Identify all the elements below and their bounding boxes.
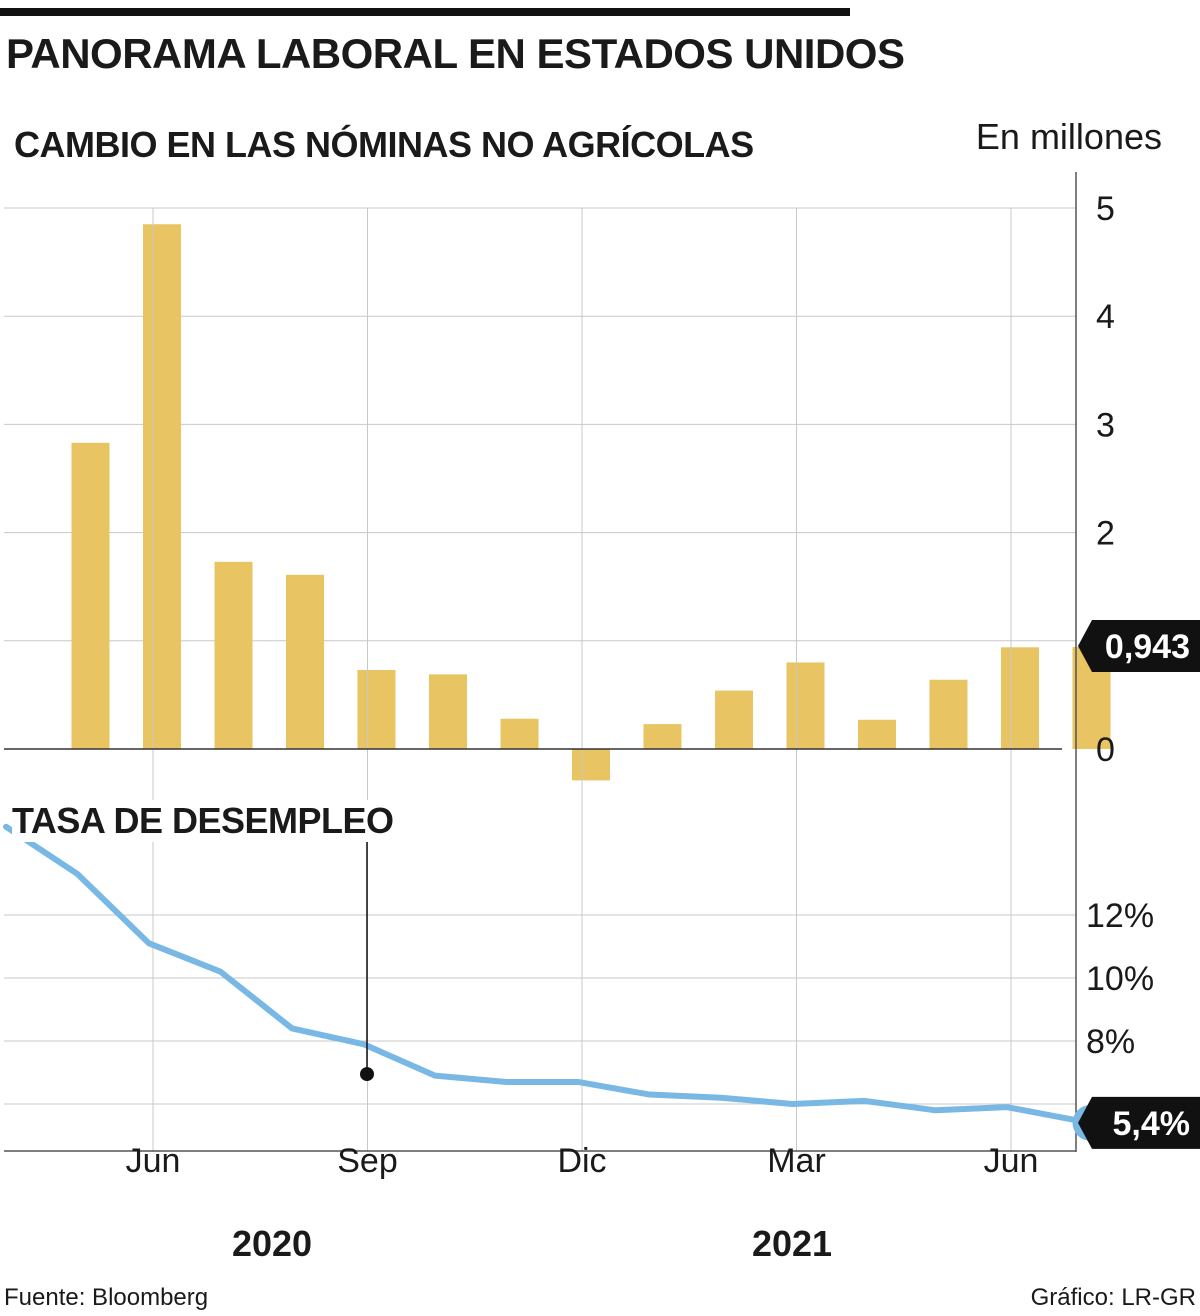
- credit-note: Gráfico: LR-GR: [1030, 1284, 1196, 1311]
- x-tick-label: Jun: [984, 1142, 1039, 1180]
- bar-y-tick-label: 5: [1096, 190, 1115, 228]
- unemployment-line: [3, 823, 1094, 1126]
- line-y-tick-label: 8%: [1086, 1023, 1135, 1061]
- year-label: 2020: [232, 1223, 312, 1264]
- x-tick-label: Sep: [337, 1142, 398, 1180]
- line-chart-title: TASA DE DESEMPLEO: [12, 800, 396, 842]
- bar-chart-unit: En millones: [975, 116, 1162, 157]
- annotation-dot: [360, 1067, 374, 1082]
- x-tick-label: Jun: [126, 1142, 181, 1180]
- payrolls-callout-tag: [1078, 619, 1200, 672]
- unemployment-callout-label: 5,4%: [1113, 1105, 1191, 1143]
- bar: [286, 574, 324, 749]
- bar-chart-title: CAMBIO EN LAS NÓMINAS NO AGRÍCOLAS: [14, 124, 754, 165]
- bar-y-tick-label: 3: [1096, 406, 1115, 444]
- bar: [715, 690, 753, 749]
- unemployment-callout-tag: [1078, 1096, 1200, 1149]
- bar: [500, 718, 539, 749]
- year-label: 2021: [752, 1223, 832, 1264]
- x-tick-labels: Jun Sep Dic Mar Jun 2020 2021: [126, 1142, 1039, 1264]
- title-rule: [0, 8, 850, 16]
- bar-chart-grid: [4, 207, 1076, 642]
- bar: [214, 561, 253, 749]
- bar-y-tick-label: 2: [1096, 515, 1115, 553]
- callouts: 0,943 5,4%: [1078, 619, 1200, 1149]
- line-series: [3, 823, 1109, 1141]
- bar: [71, 442, 110, 749]
- bar: [429, 674, 467, 749]
- page-title: PANORAMA LABORAL EN ESTADOS UNIDOS: [6, 30, 905, 77]
- bar: [143, 224, 181, 750]
- bar: [572, 749, 610, 781]
- bar: [357, 670, 396, 749]
- bar-y-tick-label: 0: [1096, 731, 1115, 769]
- line-y-tick-label: 12%: [1086, 897, 1154, 935]
- bar: [643, 724, 682, 749]
- x-tick-label: Mar: [767, 1142, 826, 1180]
- y-tick-labels: 0 2 3 4 5 8% 10% 12%: [1086, 190, 1154, 1061]
- x-gridlines: [152, 208, 1012, 1152]
- line-chart-grid: [4, 914, 1076, 1105]
- x-tick-label: Dic: [557, 1142, 606, 1180]
- bar: [1001, 647, 1039, 749]
- bar-series: [71, 224, 1111, 781]
- payrolls-callout-label: 0,943: [1105, 628, 1190, 666]
- bar-y-tick-label: 4: [1096, 298, 1115, 336]
- bar: [858, 719, 896, 749]
- line-y-tick-label: 10%: [1086, 960, 1154, 998]
- bar: [786, 662, 825, 749]
- bar: [929, 679, 968, 749]
- axes: [4, 172, 1077, 1152]
- source-note: Fuente: Bloomberg: [4, 1284, 209, 1311]
